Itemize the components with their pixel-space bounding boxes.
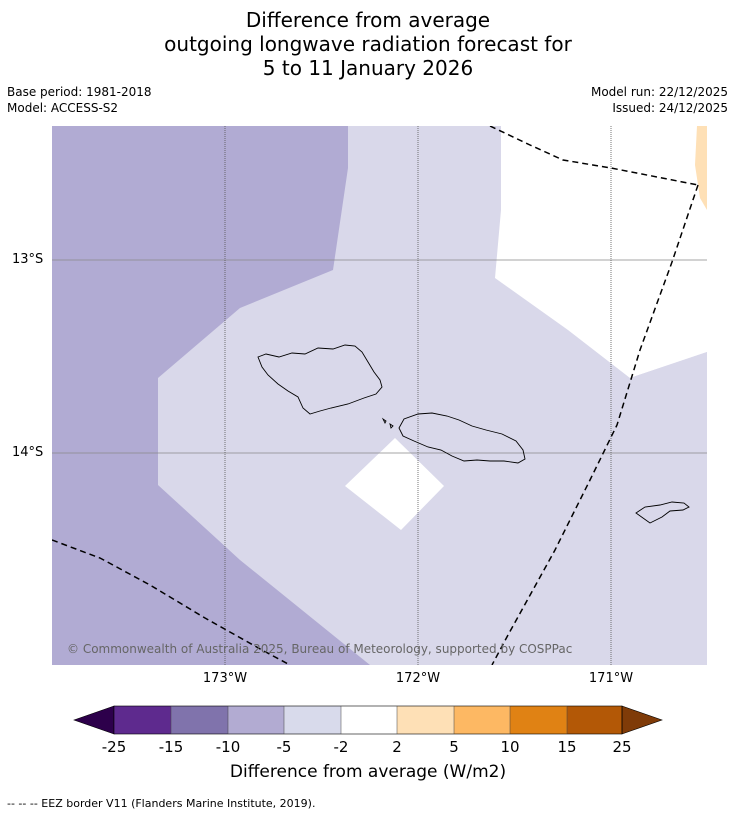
colorbar-swatch-5 — [341, 706, 397, 734]
colorbar-tick: 25 — [612, 738, 632, 756]
lat-label-13s: 13°S — [12, 252, 44, 267]
colorbar-extend-low — [73, 705, 115, 735]
field-class-minus2-2-northeast — [490, 126, 707, 378]
colorbar-frame — [113, 705, 623, 735]
colorbar-tick: 10 — [500, 738, 520, 756]
colorbar-label: Difference from average (W/m2) — [229, 762, 507, 782]
eez-borders — [52, 126, 699, 665]
tutuila-island — [635, 501, 690, 524]
copyright-notice: © Commonwealth of Australia 2025, Bureau… — [67, 642, 573, 656]
coastlines — [257, 344, 690, 524]
anomaly-field — [52, 126, 707, 665]
map-title: Difference from average outgoing longwav… — [0, 8, 736, 80]
colorbar-swatch-1 — [114, 706, 171, 734]
colorbar-tick: 2 — [392, 738, 402, 756]
field-class-minus15-minus10 — [52, 126, 370, 665]
lon-label-171w: 171°W — [588, 671, 634, 686]
colorbar-tick: -5 — [276, 738, 292, 756]
model-name: Model: ACCESS-S2 — [7, 101, 119, 115]
colorbar-tick: -10 — [215, 738, 241, 756]
colorbar-extend-high — [621, 705, 663, 735]
field-class-minus5-minus2-east — [630, 352, 707, 600]
field-class-2-5 — [695, 126, 707, 210]
colorbar-swatch-8 — [510, 706, 567, 734]
eez-border-southwest — [52, 539, 291, 665]
colorbar-tick: -15 — [158, 738, 184, 756]
colorbar-swatch-3 — [228, 706, 284, 734]
eez-footnote: -- -- -- EEZ border V11 (Flanders Marine… — [7, 797, 316, 810]
model-run: Model run: 22/12/2025 — [590, 85, 728, 99]
lon-label-173w: 173°W — [202, 671, 248, 686]
savaii-island — [257, 344, 383, 415]
colorbar-tick: -2 — [333, 738, 349, 756]
field-class-minus2-2-center — [345, 438, 444, 530]
colorbar-tick: 15 — [557, 738, 577, 756]
title-line-3: 5 to 11 January 2026 — [262, 56, 474, 80]
graticule — [52, 126, 707, 665]
apolima-islet — [389, 422, 394, 429]
colorbar — [73, 705, 663, 735]
title-line-1: Difference from average — [245, 8, 491, 32]
colorbar-swatch-2 — [171, 706, 228, 734]
colorbar-tick: 5 — [449, 738, 459, 756]
colorbar-swatch-4 — [284, 706, 341, 734]
colorbar-swatch-7 — [454, 706, 510, 734]
meta-right: Model run: 22/12/2025 Issued: 24/12/2025 — [591, 84, 728, 116]
upolu-island — [398, 412, 526, 464]
colorbar-swatch-6 — [397, 706, 454, 734]
issued-date: Issued: 24/12/2025 — [612, 101, 728, 115]
manono-islet — [381, 417, 387, 425]
colorbar-swatch-9 — [567, 706, 622, 734]
meta-left: Base period: 1981-2018 Model: ACCESS-S2 — [7, 84, 152, 116]
lat-label-14s: 14°S — [12, 445, 44, 460]
colorbar-tick: -25 — [101, 738, 127, 756]
base-period: Base period: 1981-2018 — [7, 85, 152, 99]
title-line-2: outgoing longwave radiation forecast for — [164, 32, 572, 56]
colorbar-dividers — [170, 706, 568, 734]
lon-label-172w: 172°W — [395, 671, 441, 686]
eez-border-north — [489, 126, 699, 186]
eez-border-east — [491, 184, 699, 665]
